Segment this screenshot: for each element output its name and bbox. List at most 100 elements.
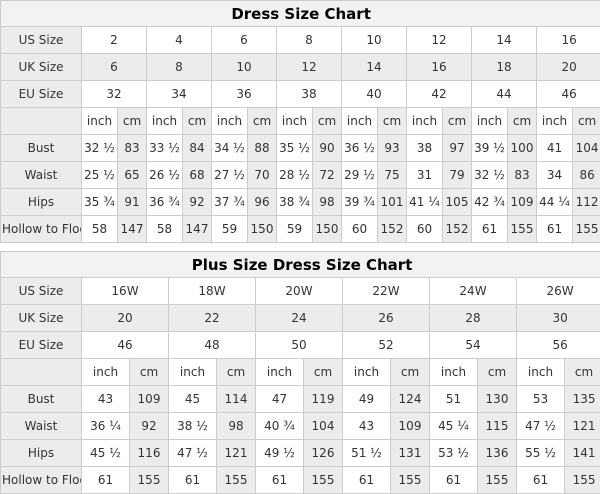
size-value-cell: 8	[277, 27, 342, 54]
measurement-inch-cell: 47 ½	[169, 440, 217, 467]
measurement-cm-cell: 147	[183, 216, 212, 243]
size-value-cell: 40	[342, 81, 407, 108]
measurement-cm-cell: 141	[565, 440, 600, 467]
measurement-cm-cell: 93	[378, 135, 407, 162]
measurement-cm-cell: 104	[573, 135, 600, 162]
measurement-inch-cell: 55 ½	[517, 440, 565, 467]
measurement-inch-cell: 45 ¼	[430, 413, 478, 440]
measurement-cm-cell: 115	[478, 413, 517, 440]
measurement-cm-cell: 155	[304, 467, 343, 494]
measurement-cm-cell: 130	[478, 386, 517, 413]
measurement-inch-cell: 61	[430, 467, 478, 494]
row-label: Bust	[1, 386, 82, 413]
unit-label-inch-cell: inch	[147, 108, 183, 135]
measurement-inch-cell: 31	[407, 162, 443, 189]
measurement-cm-cell: 124	[391, 386, 430, 413]
size-value-cell: 24	[256, 305, 343, 332]
measurement-inch-cell: 43	[82, 386, 130, 413]
size-value-cell: 20	[537, 54, 600, 81]
measurement-inch-cell: 60	[407, 216, 443, 243]
measurement-cm-cell: 98	[313, 189, 342, 216]
size-value-cell: 8	[147, 54, 212, 81]
row-label: Hollow to Floor	[1, 216, 82, 243]
size-value-cell: 36	[212, 81, 277, 108]
measurement-cm-cell: 92	[130, 413, 169, 440]
measurement-cm-cell: 114	[217, 386, 256, 413]
measurement-cm-cell: 88	[248, 135, 277, 162]
measurement-cm-cell: 83	[508, 162, 537, 189]
measurement-inch-cell: 26 ½	[147, 162, 183, 189]
unit-label-cm-cell: cm	[304, 359, 343, 386]
measurement-cm-cell: 131	[391, 440, 430, 467]
size-value-cell: 54	[430, 332, 517, 359]
measurement-cm-cell: 155	[508, 216, 537, 243]
measurement-inch-cell: 60	[342, 216, 378, 243]
unit-row-spacer	[1, 108, 82, 135]
unit-label-inch-cell: inch	[430, 359, 478, 386]
size-value-cell: 46	[82, 332, 169, 359]
measurement-cm-cell: 150	[248, 216, 277, 243]
measurement-inch-cell: 40 ¾	[256, 413, 304, 440]
size-value-cell: 30	[517, 305, 600, 332]
measurement-cm-cell: 105	[443, 189, 472, 216]
measurement-inch-cell: 42 ¾	[472, 189, 508, 216]
measurement-cm-cell: 152	[443, 216, 472, 243]
size-value-cell: 14	[342, 54, 407, 81]
measurement-inch-cell: 35 ½	[277, 135, 313, 162]
measurement-inch-cell: 61	[517, 467, 565, 494]
size-value-cell: 20	[82, 305, 169, 332]
row-label: US Size	[1, 27, 82, 54]
row-label: Hollow to Floor	[1, 467, 82, 494]
unit-label-cm-cell: cm	[478, 359, 517, 386]
measurement-inch-cell: 47 ½	[517, 413, 565, 440]
measurement-inch-cell: 36 ½	[342, 135, 378, 162]
measurement-cm-cell: 70	[248, 162, 277, 189]
size-value-cell: 26W	[517, 278, 600, 305]
size-value-cell: 20W	[256, 278, 343, 305]
size-value-cell: 6	[212, 27, 277, 54]
size-value-cell: 38	[277, 81, 342, 108]
measurement-cm-cell: 109	[508, 189, 537, 216]
table-title: Plus Size Dress Size Chart	[1, 252, 600, 278]
size-value-cell: 16	[537, 27, 600, 54]
unit-label-cm-cell: cm	[565, 359, 600, 386]
measurement-inch-cell: 34 ½	[212, 135, 248, 162]
measurement-inch-cell: 34	[537, 162, 573, 189]
measurement-inch-cell: 45	[169, 386, 217, 413]
size-value-cell: 14	[472, 27, 537, 54]
size-value-cell: 12	[277, 54, 342, 81]
measurement-inch-cell: 39 ¾	[342, 189, 378, 216]
measurement-cm-cell: 72	[313, 162, 342, 189]
measurement-cm-cell: 119	[304, 386, 343, 413]
measurement-inch-cell: 35 ¾	[82, 189, 118, 216]
measurement-cm-cell: 79	[443, 162, 472, 189]
size-value-cell: 22	[169, 305, 256, 332]
measurement-cm-cell: 91	[118, 189, 147, 216]
row-label: EU Size	[1, 332, 82, 359]
measurement-cm-cell: 100	[508, 135, 537, 162]
measurement-cm-cell: 155	[565, 467, 600, 494]
measurement-inch-cell: 28 ½	[277, 162, 313, 189]
size-value-cell: 12	[407, 27, 472, 54]
unit-label-inch-cell: inch	[277, 108, 313, 135]
measurement-inch-cell: 53	[517, 386, 565, 413]
size-value-cell: 24W	[430, 278, 517, 305]
measurement-cm-cell: 155	[217, 467, 256, 494]
measurement-cm-cell: 97	[443, 135, 472, 162]
size-value-cell: 52	[343, 332, 430, 359]
measurement-cm-cell: 155	[478, 467, 517, 494]
measurement-cm-cell: 121	[217, 440, 256, 467]
unit-label-inch-cell: inch	[472, 108, 508, 135]
unit-label-inch-cell: inch	[82, 108, 118, 135]
measurement-inch-cell: 47	[256, 386, 304, 413]
unit-label-inch-cell: inch	[169, 359, 217, 386]
unit-label-inch-cell: inch	[256, 359, 304, 386]
size-value-cell: 10	[212, 54, 277, 81]
row-label: Bust	[1, 135, 82, 162]
measurement-cm-cell: 84	[183, 135, 212, 162]
measurement-inch-cell: 41	[537, 135, 573, 162]
measurement-inch-cell: 61	[472, 216, 508, 243]
